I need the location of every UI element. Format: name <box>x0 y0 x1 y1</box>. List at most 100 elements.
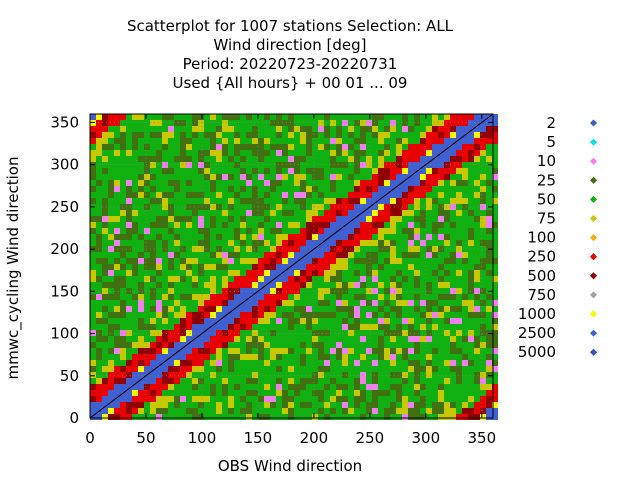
heatmap-cell <box>126 132 132 138</box>
heatmap-cell <box>228 240 234 246</box>
heatmap-cell <box>342 168 348 174</box>
heatmap-cell <box>162 234 168 240</box>
heatmap-cell <box>300 312 306 318</box>
heatmap-cell <box>174 270 180 276</box>
heatmap-cell <box>432 174 438 180</box>
heatmap-cell <box>450 318 456 324</box>
heatmap-cell <box>96 132 102 138</box>
heatmap-cell <box>204 252 210 258</box>
heatmap-cell <box>276 192 282 198</box>
heatmap-cell <box>336 366 342 372</box>
heatmap-cell <box>480 294 486 300</box>
heatmap-cell <box>300 156 306 162</box>
heatmap-cell <box>120 378 126 384</box>
heatmap-cell <box>492 384 498 390</box>
heatmap-cell <box>378 156 384 162</box>
heatmap-cell <box>144 402 150 408</box>
heatmap-cell <box>480 276 486 282</box>
legend-marker <box>589 253 598 261</box>
heatmap-cell <box>138 222 144 228</box>
heatmap-cell <box>150 234 156 240</box>
heatmap-cell <box>192 384 198 390</box>
heatmap-cell <box>390 180 396 186</box>
heatmap-cell <box>324 210 330 216</box>
heatmap-cell <box>228 384 234 390</box>
heatmap-cell <box>138 144 144 150</box>
heatmap-cell <box>162 144 168 150</box>
heatmap-cell <box>390 192 396 198</box>
heatmap-cell <box>156 306 162 312</box>
heatmap-cell <box>120 402 126 408</box>
heatmap-cell <box>126 414 132 420</box>
heatmap-cell <box>126 372 132 378</box>
heatmap-cell <box>156 114 162 120</box>
heatmap-cell <box>156 132 162 138</box>
heatmap-cell <box>372 342 378 348</box>
heatmap-cell <box>468 114 474 120</box>
heatmap-cell <box>348 240 354 246</box>
heatmap-cell <box>402 174 408 180</box>
heatmap-cell <box>240 270 246 276</box>
heatmap-cell <box>462 390 468 396</box>
heatmap-cell <box>222 264 228 270</box>
heatmap-cell <box>402 132 408 138</box>
heatmap-cell <box>294 390 300 396</box>
heatmap-cell <box>126 312 132 318</box>
heatmap-cell <box>414 270 420 276</box>
heatmap-cell <box>330 126 336 132</box>
heatmap-cell <box>426 114 432 120</box>
heatmap-cell <box>306 390 312 396</box>
heatmap-cell <box>120 336 126 342</box>
heatmap-cell <box>264 312 270 318</box>
heatmap-cell <box>462 288 468 294</box>
heatmap-cell <box>288 306 294 312</box>
heatmap-cell <box>396 270 402 276</box>
heatmap-cell <box>90 294 96 300</box>
heatmap-cell <box>492 168 498 174</box>
heatmap-cell <box>420 258 426 264</box>
heatmap-cell <box>456 282 462 288</box>
heatmap-cell <box>402 144 408 150</box>
heatmap-cell <box>372 132 378 138</box>
heatmap-cell <box>114 126 120 132</box>
heatmap-cell <box>156 222 162 228</box>
heatmap-cell <box>492 330 498 336</box>
heatmap-cell <box>366 336 372 342</box>
heatmap-cell <box>174 312 180 318</box>
heatmap-cell <box>342 114 348 120</box>
heatmap-cell <box>204 174 210 180</box>
heatmap-cell <box>246 240 252 246</box>
heatmap-cell <box>228 348 234 354</box>
heatmap-cell <box>168 402 174 408</box>
heatmap-cell <box>288 144 294 150</box>
heatmap-cell <box>402 156 408 162</box>
heatmap-cell <box>114 378 120 384</box>
heatmap-cell <box>96 372 102 378</box>
heatmap-cell <box>372 366 378 372</box>
heatmap-cell <box>390 216 396 222</box>
heatmap-cell <box>408 396 414 402</box>
heatmap-cell <box>426 396 432 402</box>
heatmap-cell <box>378 324 384 330</box>
heatmap-cell <box>276 306 282 312</box>
heatmap-cell <box>156 300 162 306</box>
heatmap-cell <box>318 246 324 252</box>
heatmap-cell <box>342 336 348 342</box>
heatmap-cell <box>144 192 150 198</box>
heatmap-cell <box>258 174 264 180</box>
heatmap-cell <box>258 180 264 186</box>
heatmap-cell <box>360 366 366 372</box>
heatmap-cell <box>222 366 228 372</box>
heatmap-cell <box>192 192 198 198</box>
heatmap-cell <box>132 120 138 126</box>
heatmap-cell <box>420 318 426 324</box>
heatmap-cell <box>420 252 426 258</box>
heatmap-cell <box>456 234 462 240</box>
heatmap-cell <box>348 258 354 264</box>
heatmap-cell <box>114 306 120 312</box>
heatmap-cell <box>258 156 264 162</box>
heatmap-cell <box>156 144 162 150</box>
heatmap-cell <box>210 174 216 180</box>
heatmap-cell <box>474 126 480 132</box>
heatmap-cell <box>168 120 174 126</box>
